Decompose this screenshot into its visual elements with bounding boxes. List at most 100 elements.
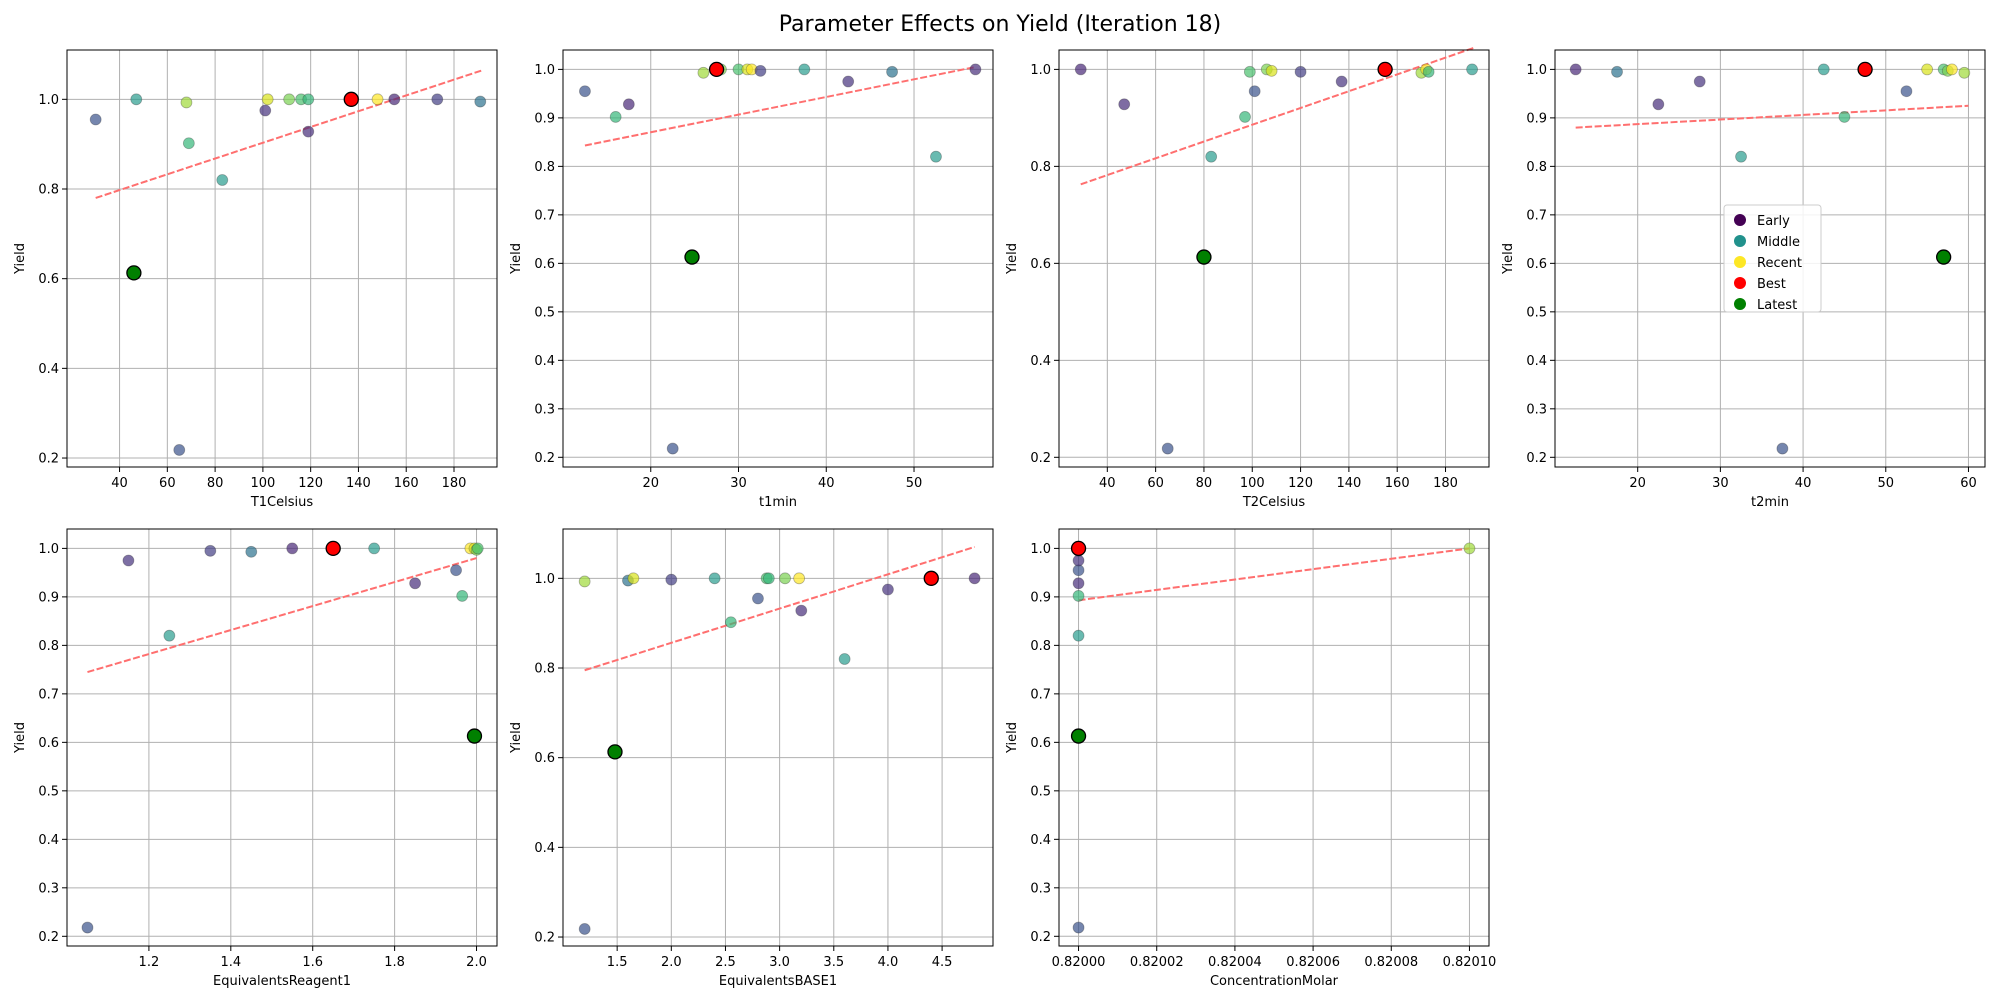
data-point <box>578 575 591 588</box>
trend-line <box>584 65 976 147</box>
subplot-3: 40 60 80 100 120 140 160 180 0.2 0.4 0.6 0.8 1.0 T2Ce… <box>1005 46 1490 510</box>
x-tick-label: 60 <box>159 476 176 491</box>
data-point <box>886 65 898 78</box>
axes-frame <box>562 49 994 468</box>
x-tick-label: 2.0 <box>661 955 682 970</box>
x-tick-label: 80 <box>207 476 224 491</box>
data-point <box>1921 63 1934 76</box>
y-tick-label: 0.6 <box>1030 257 1051 272</box>
y-tick-label: 0.2 <box>1030 451 1051 466</box>
x-tick-label: 120 <box>1288 476 1313 491</box>
legend-label: Latest <box>1757 298 1797 313</box>
y-tick-label: 0.6 <box>1526 257 1547 272</box>
axes-frame <box>66 49 498 468</box>
x-tick-label: 30 <box>1712 476 1729 491</box>
data-point <box>1239 111 1251 123</box>
x-tick-label: 180 <box>442 476 467 491</box>
x-tick-label: 60 <box>1147 476 1164 491</box>
data-point <box>838 653 851 665</box>
data-point <box>1838 111 1851 123</box>
x-tick-label: 2.0 <box>466 955 487 970</box>
legend-label: Middle <box>1757 235 1800 250</box>
data-point <box>474 95 487 108</box>
best-point <box>708 61 725 78</box>
data-point <box>842 75 855 88</box>
trend-line <box>1575 104 1969 129</box>
data-point <box>1422 65 1435 78</box>
x-tick-label: 0.82008 <box>1364 955 1418 970</box>
y-tick-label: 0.8 <box>534 662 555 677</box>
figure-title: Parameter Effects on Yield (Iteration 18… <box>778 12 1222 37</box>
best-point <box>1377 61 1393 78</box>
y-tick-label: 0.4 <box>38 362 59 377</box>
y-tick-label: 0.4 <box>1526 354 1547 369</box>
latest-point <box>1936 249 1952 265</box>
data-point <box>793 572 806 585</box>
data-point <box>180 96 193 109</box>
y-tick-label: 0.5 <box>1030 784 1051 799</box>
x-tick-label: 3.5 <box>823 955 844 970</box>
data-point <box>1735 150 1747 163</box>
data-point <box>579 85 591 98</box>
data-point <box>1946 63 1958 76</box>
best-point <box>1070 540 1087 557</box>
data-point <box>283 93 296 106</box>
data-point <box>1335 75 1348 88</box>
y-tick-label: 0.6 <box>1030 736 1051 751</box>
best-point <box>1857 61 1873 78</box>
data-point <box>930 150 942 163</box>
y-tick-label: 0.8 <box>534 160 555 175</box>
axes-frame <box>562 528 994 947</box>
y-tick-label: 0.7 <box>534 208 555 223</box>
y-tick-label: 1.0 <box>534 63 555 78</box>
y-tick-label: 0.7 <box>38 687 59 702</box>
data-point <box>1776 442 1789 455</box>
data-point <box>627 572 640 585</box>
x-tick-label: 100 <box>1240 476 1265 491</box>
data-point <box>471 542 484 555</box>
x-tick-label: 100 <box>250 476 275 491</box>
x-tick-label: 2.5 <box>715 955 736 970</box>
latest-point <box>1070 728 1087 744</box>
data-point <box>450 564 462 577</box>
x-tick-label: 40 <box>1099 476 1116 491</box>
y-tick-label: 1.0 <box>1030 63 1051 78</box>
best-point <box>343 91 359 107</box>
data-point <box>1294 65 1307 78</box>
y-axis-label: Yield <box>1501 243 1516 275</box>
x-tick-label: 1.8 <box>384 955 405 970</box>
data-point <box>286 542 299 555</box>
x-tick-label: 1.6 <box>302 955 323 970</box>
y-tick-label: 0.9 <box>1526 111 1547 126</box>
x-tick-label: 0.82002 <box>1130 955 1184 970</box>
x-axis-label: ConcentrationMolar <box>1210 974 1339 989</box>
data-point <box>1248 85 1261 98</box>
data-point <box>665 573 678 586</box>
data-point <box>1243 65 1256 78</box>
x-axis-label: t1min <box>759 495 797 510</box>
y-tick-label: 0.3 <box>534 402 555 417</box>
legend-marker <box>1734 235 1746 247</box>
data-point <box>609 111 622 123</box>
data-point <box>578 923 591 935</box>
legend-label: Best <box>1757 277 1786 292</box>
y-axis-label: Yield <box>509 243 524 275</box>
x-tick-label: 40 <box>1795 476 1812 491</box>
data-point <box>204 544 217 557</box>
data-point <box>431 93 444 106</box>
y-tick-label: 0.8 <box>1526 160 1547 175</box>
data-point <box>245 545 258 558</box>
y-tick-label: 0.2 <box>1526 451 1547 466</box>
data-point <box>259 104 272 117</box>
x-tick-label: 50 <box>1877 476 1894 491</box>
data-point <box>130 93 143 106</box>
trend-line <box>87 557 477 674</box>
x-tick-label: 160 <box>394 476 419 491</box>
data-point <box>762 572 775 585</box>
data-point <box>163 629 176 642</box>
y-tick-label: 0.8 <box>38 183 59 198</box>
x-tick-label: 40 <box>111 476 128 491</box>
x-tick-label: 120 <box>298 476 323 491</box>
data-point <box>795 604 808 617</box>
subplot-1: 40 60 80 100 120 140 160 180 0.2 0.4 0.6 0.8 1.0 T1Ce… <box>13 49 498 510</box>
